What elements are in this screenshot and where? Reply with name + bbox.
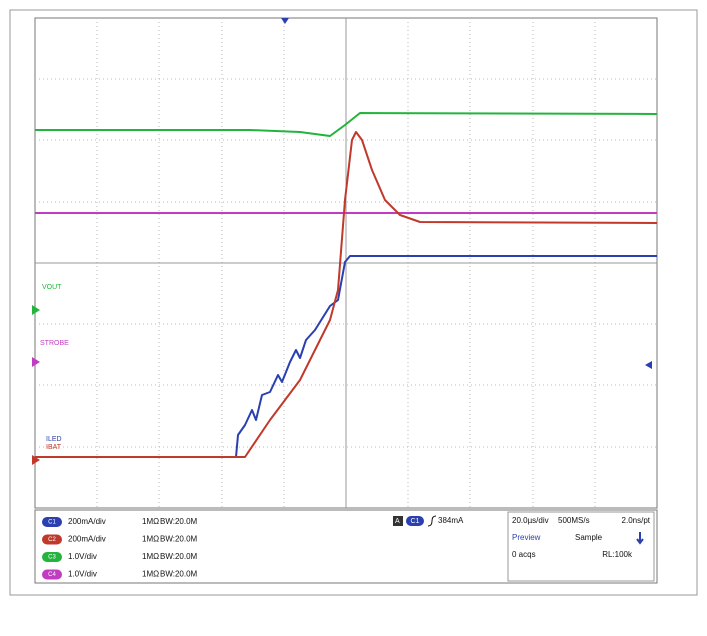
channel-scale: 200mA/div <box>68 517 106 526</box>
run-indicator <box>636 532 644 545</box>
channel-id: C3 <box>48 555 56 561</box>
trigger-source-badge <box>406 516 424 526</box>
channel-bandwidth: BW:20.0M <box>160 570 198 579</box>
channel-impedance: 1MΩ <box>142 535 159 544</box>
mode: Preview <box>512 533 541 542</box>
resolution: 2.0ns/pt <box>622 516 651 525</box>
vout-label: VOUT <box>42 284 62 291</box>
trigger-position-marker <box>281 18 289 24</box>
ibat-label: IBAT <box>46 444 62 451</box>
trigger-level: 384mA <box>438 516 464 525</box>
channel-bandwidth: BW:20.0M <box>160 535 198 544</box>
sample-rate: 500MS/s <box>558 516 590 525</box>
channel-id: C2 <box>48 537 56 543</box>
record-length: RL:100k <box>602 550 633 559</box>
timebase-panel <box>507 511 655 582</box>
grid <box>35 18 657 508</box>
channel-id: C1 <box>48 520 56 526</box>
trace-c3 <box>35 112 658 137</box>
timebase-scale: 20.0µs/div <box>512 516 549 525</box>
trigger-slope <box>427 515 437 527</box>
channel-bandwidth: BW:20.0M <box>160 517 198 526</box>
channel-badge <box>42 534 62 545</box>
c3-marker <box>32 305 40 315</box>
c2-marker <box>32 455 40 465</box>
iled-label: ILED <box>46 436 62 443</box>
trigger-icon <box>393 516 403 526</box>
channel-badge <box>42 569 62 580</box>
channel-badge <box>42 552 62 562</box>
trace-c2 <box>35 131 658 458</box>
channel-badge <box>42 517 62 527</box>
channel-scale: 200mA/div <box>68 535 106 544</box>
trace-c1 <box>35 255 657 458</box>
channel-impedance: 1MΩ <box>142 517 159 526</box>
trigger-level-marker <box>645 361 652 369</box>
acqs: 0 acqs <box>512 550 536 559</box>
channel-impedance: 1MΩ <box>142 570 159 579</box>
trigger-source: C1 <box>411 518 420 525</box>
channel-bandwidth: BW:20.0M <box>160 552 198 561</box>
channel-scale: 1.0V/div <box>68 570 97 579</box>
c4-marker <box>32 357 40 367</box>
channel-id: C4 <box>48 572 56 578</box>
channel-scale: 1.0V/div <box>68 552 97 561</box>
strobe-label: STROBE <box>40 340 69 347</box>
channel-impedance: 1MΩ <box>142 552 159 561</box>
acquisition: Sample <box>575 533 603 542</box>
trigger-icon-label: A <box>395 518 400 525</box>
